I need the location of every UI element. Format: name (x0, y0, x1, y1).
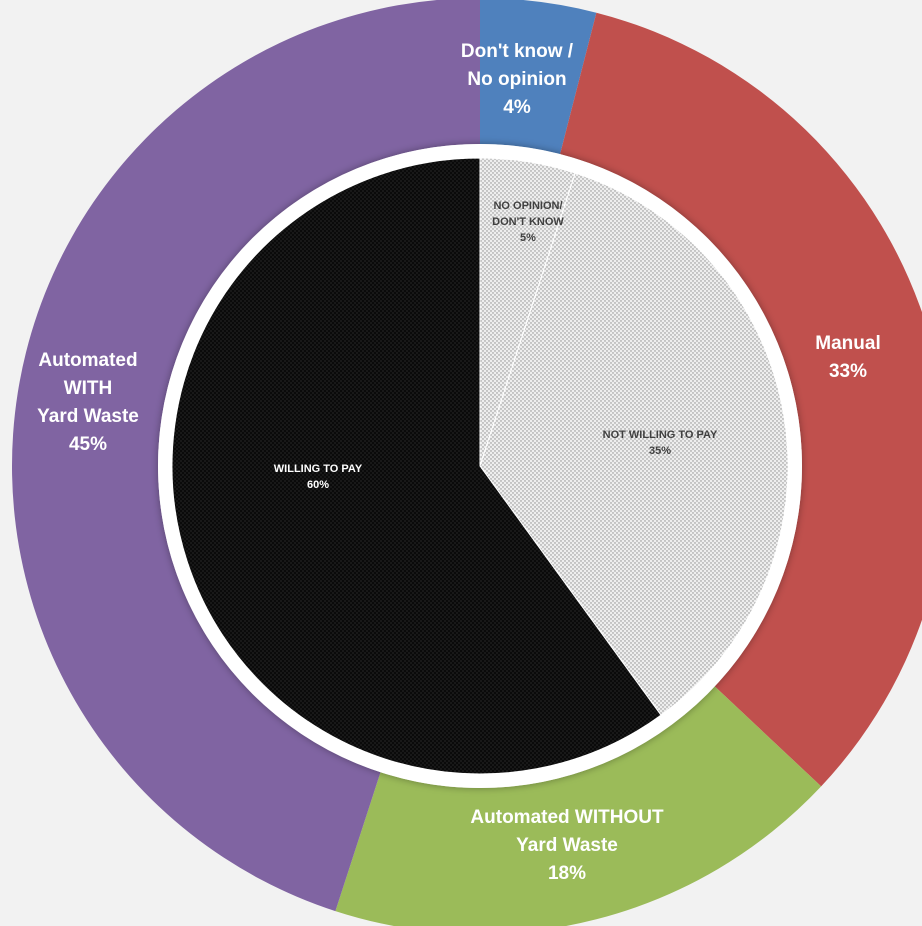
inner-label-willing-to-pay: WILLING TO PAY 60% (274, 463, 363, 491)
outer-slice-automated-without-yard-waste (335, 686, 822, 926)
inner-labels: NO OPINION/DON'T KNOW 5% NOT WILLING TO PA… (274, 200, 718, 491)
outer-label-automated-without-yard-waste: Automated WITHOUT Yard Waste 18% (470, 807, 664, 884)
inner-label-no-opinion-don-t-know: NO OPINION/DON'T KNOW 5% (492, 200, 564, 244)
outer-ring (12, 0, 922, 926)
inner-label-not-willing-to-pay: NOT WILLING TO PAY 35% (603, 429, 718, 457)
outer-label-don-t-know-no-opinion: Don't know / No opinion 4% (461, 41, 574, 118)
inner-slice-not-willing-to-pay (479, 172, 789, 716)
outer-label-manual: Manual 33% (815, 333, 880, 382)
inner-slice-willing-to-pay (171, 157, 662, 775)
outer-labels: Don't know / No opinion 4% Manual 33% Automat… (37, 41, 881, 884)
outer-slice-manual (560, 12, 922, 787)
outer-label-automated-with-yard-waste: Automated WITH Yard Waste 45% (37, 350, 139, 455)
outer-slice-don-t-know-no-opinion (480, 0, 597, 155)
inner-pie (171, 157, 789, 775)
outer-slice-automated-with-yard-waste (12, 0, 480, 912)
